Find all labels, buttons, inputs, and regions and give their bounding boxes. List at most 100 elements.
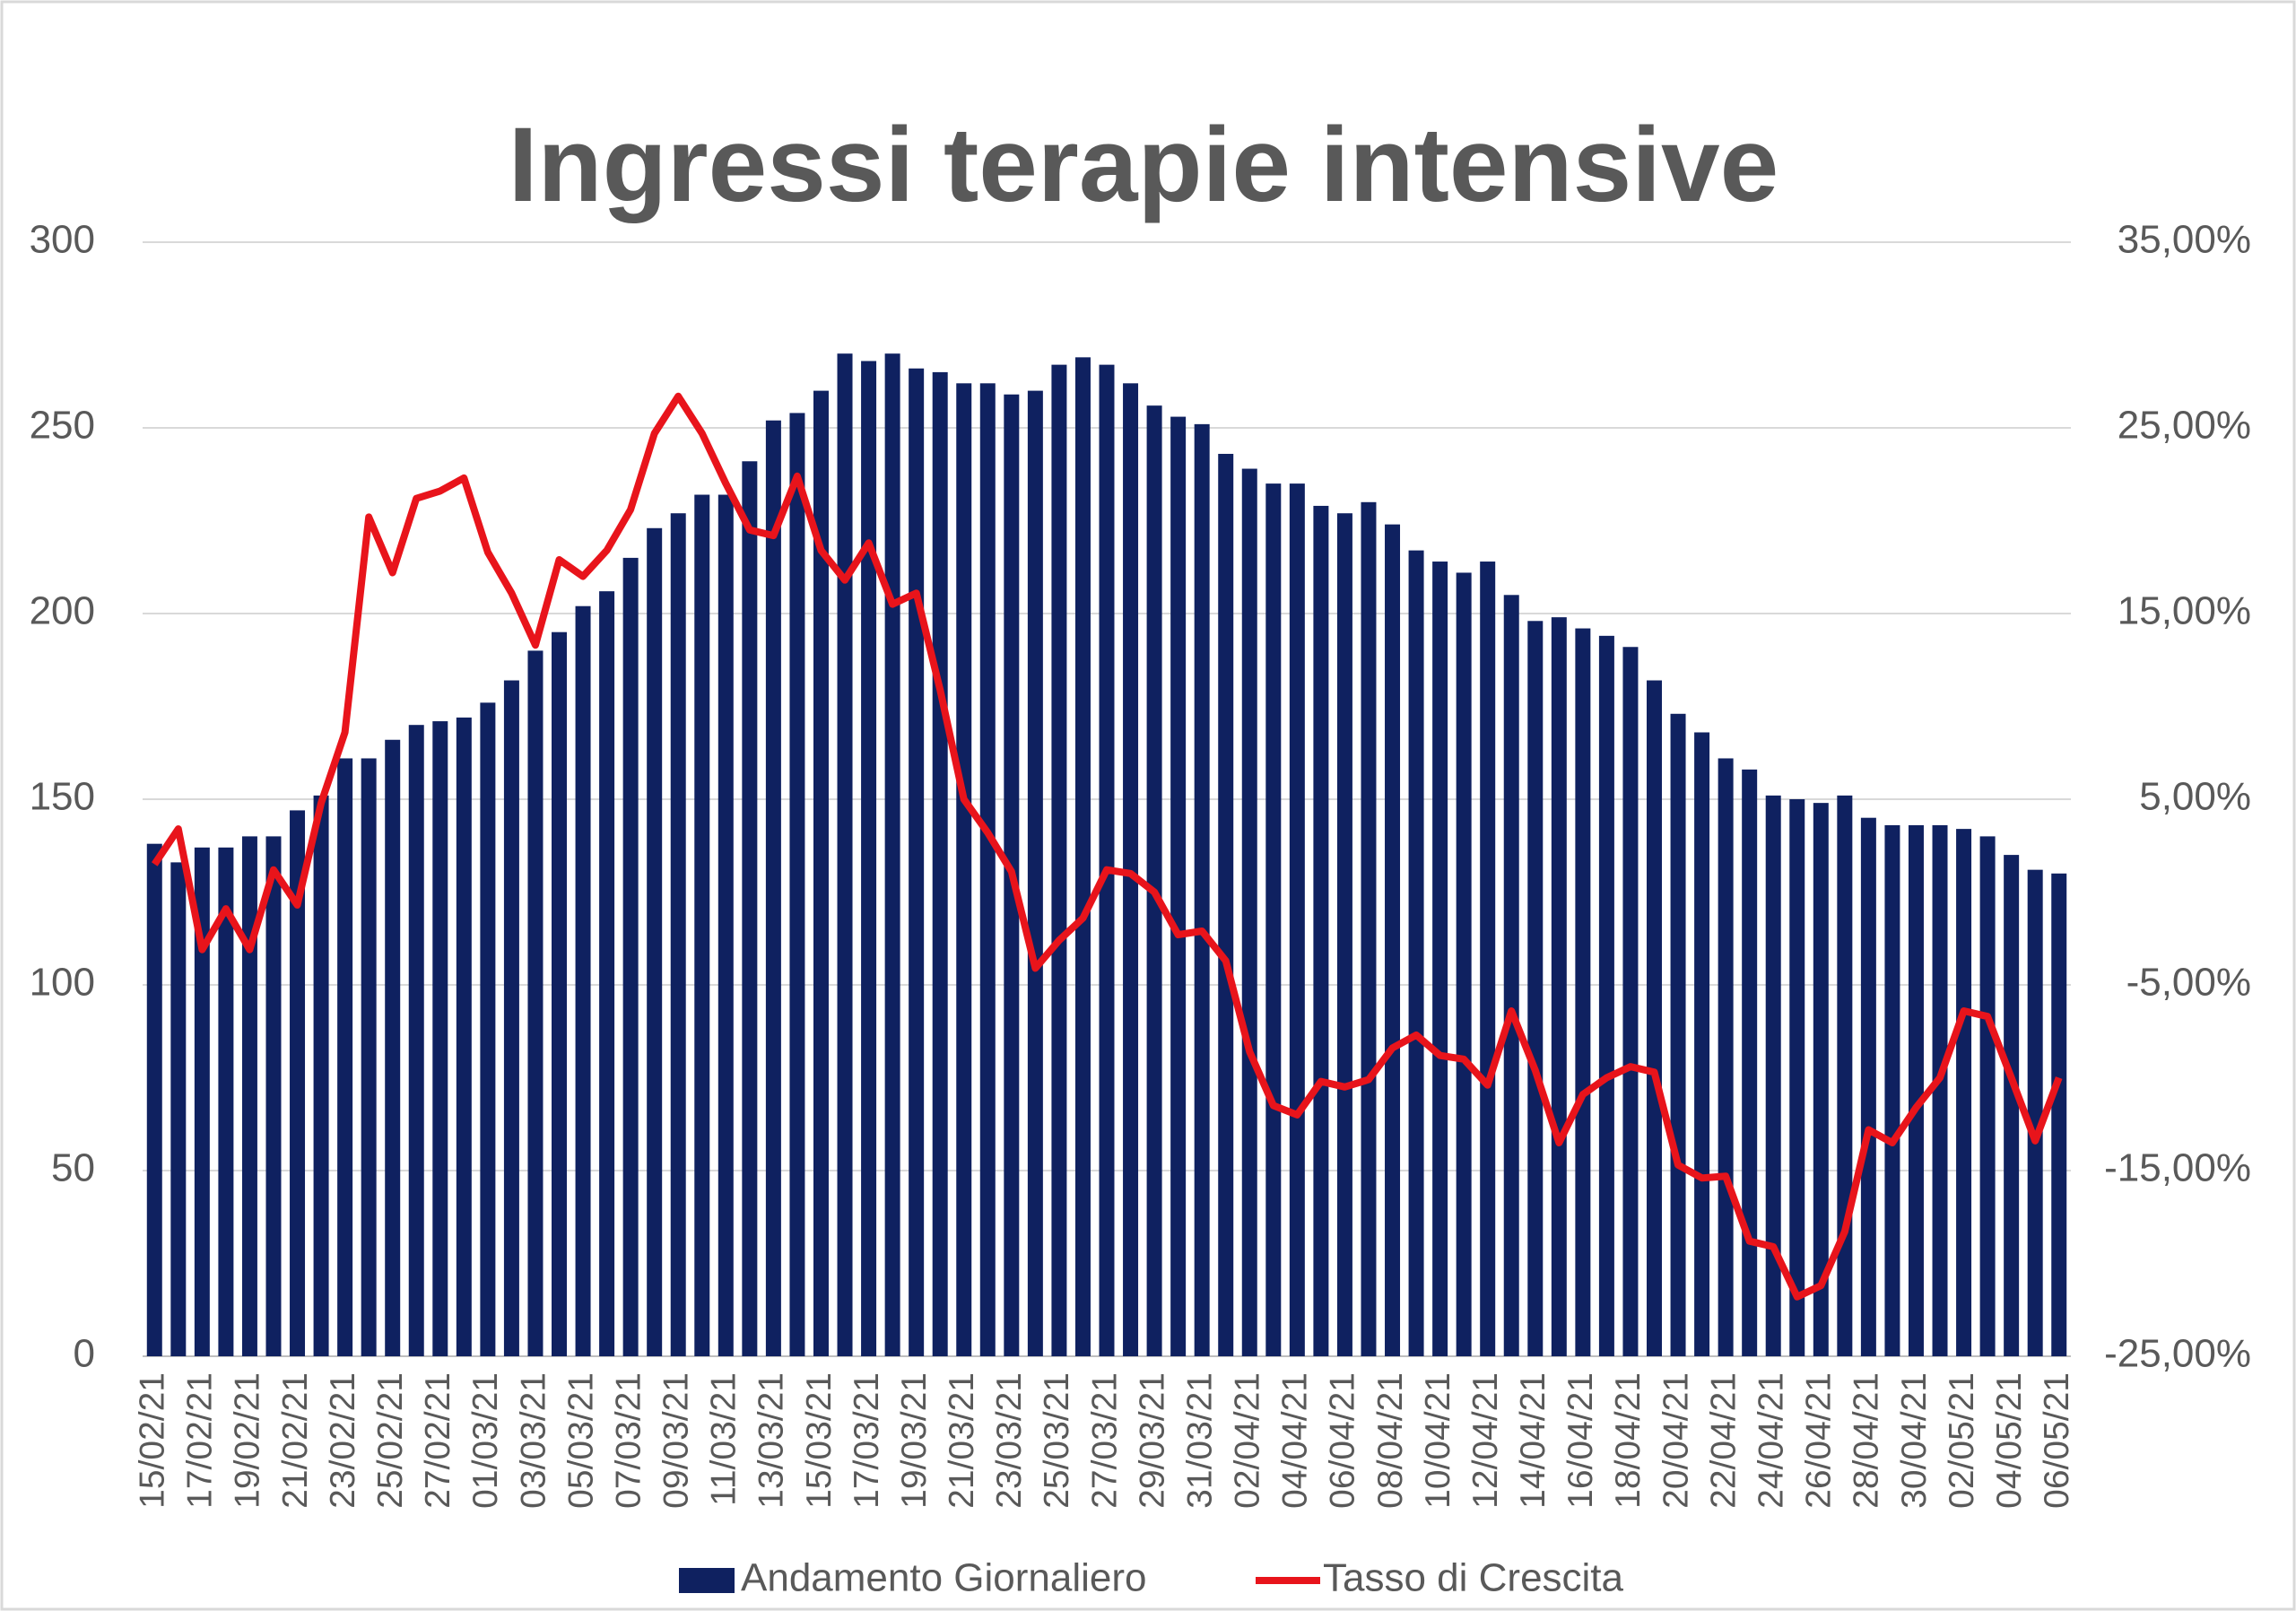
x-tick-label: 15/02/21 bbox=[134, 1372, 172, 1509]
bar bbox=[1432, 562, 1448, 1356]
bar bbox=[647, 527, 663, 1356]
x-tick-label: 12/04/21 bbox=[1466, 1372, 1505, 1509]
x-tick-label: 17/02/21 bbox=[181, 1372, 220, 1509]
bar bbox=[480, 702, 496, 1356]
x-tick-label: 25/03/21 bbox=[1038, 1372, 1076, 1509]
bar bbox=[552, 631, 567, 1356]
bar bbox=[1456, 572, 1472, 1356]
bar bbox=[1218, 453, 1234, 1357]
bar bbox=[1789, 799, 1805, 1356]
bar bbox=[218, 847, 234, 1356]
bar bbox=[241, 836, 257, 1356]
x-tick-label: 11/03/21 bbox=[705, 1372, 744, 1506]
bar bbox=[742, 461, 758, 1356]
bar bbox=[599, 591, 615, 1356]
x-tick-label: 21/03/21 bbox=[943, 1372, 981, 1509]
bar bbox=[290, 810, 306, 1356]
legend-swatch bbox=[679, 1568, 735, 1593]
x-tick-label: 13/03/21 bbox=[752, 1372, 791, 1509]
legend-label: Tasso di Crescita bbox=[1323, 1556, 1624, 1600]
y-tick-label: 100 bbox=[30, 961, 95, 1005]
x-tick-label: 08/04/21 bbox=[1371, 1372, 1410, 1509]
y-tick-label: 300 bbox=[30, 218, 95, 262]
bar bbox=[1385, 524, 1401, 1356]
legend-label: Andamento Giornaliero bbox=[741, 1556, 1146, 1600]
bar bbox=[1908, 824, 1924, 1356]
bar bbox=[979, 383, 996, 1356]
bar bbox=[1647, 680, 1662, 1356]
y-tick-label: 250 bbox=[30, 404, 95, 448]
x-tick-label: 09/03/21 bbox=[657, 1372, 696, 1509]
x-tick-label: 01/03/21 bbox=[466, 1372, 505, 1509]
bar bbox=[2004, 855, 2020, 1356]
bar bbox=[1123, 383, 1139, 1356]
bar bbox=[956, 383, 972, 1356]
bar bbox=[456, 717, 472, 1356]
line bbox=[151, 392, 2063, 1301]
bar bbox=[1527, 621, 1544, 1356]
bar bbox=[837, 353, 853, 1357]
bar bbox=[1694, 732, 1710, 1356]
y-tick-label: 150 bbox=[30, 775, 95, 819]
bar bbox=[1241, 468, 1257, 1356]
chart-title: Ingressi terapie intensive bbox=[509, 106, 1779, 224]
y-tick-label: 200 bbox=[30, 589, 95, 633]
bar bbox=[1074, 357, 1091, 1357]
bar bbox=[1860, 817, 1876, 1356]
bar bbox=[1598, 635, 1614, 1356]
bar bbox=[385, 739, 401, 1356]
x-tick-label: 06/05/21 bbox=[2038, 1372, 2076, 1509]
y2-tick-label: -5,00% bbox=[2126, 961, 2251, 1005]
x-tick-label: 19/02/21 bbox=[229, 1372, 267, 1509]
bar bbox=[527, 650, 544, 1356]
bar bbox=[194, 847, 210, 1356]
bar bbox=[1956, 829, 1972, 1356]
x-tick-label: 31/03/21 bbox=[1180, 1372, 1219, 1509]
bar bbox=[2051, 873, 2067, 1356]
bar bbox=[1099, 364, 1115, 1356]
bar bbox=[718, 494, 734, 1356]
bar bbox=[622, 557, 639, 1356]
bar bbox=[765, 420, 781, 1357]
bar bbox=[146, 843, 162, 1356]
bar bbox=[670, 513, 686, 1356]
x-tick-label: 23/02/21 bbox=[324, 1372, 362, 1509]
y-tick-label: 50 bbox=[51, 1146, 95, 1190]
bar bbox=[1979, 836, 1996, 1356]
bar bbox=[1146, 405, 1162, 1356]
y2-tick-label: 5,00% bbox=[2139, 775, 2251, 819]
bar bbox=[1884, 824, 1900, 1356]
bar bbox=[813, 390, 829, 1357]
bar bbox=[1765, 795, 1781, 1356]
bar bbox=[1622, 647, 1639, 1356]
bar bbox=[789, 413, 805, 1357]
y2-tick-label: -15,00% bbox=[2104, 1146, 2251, 1190]
bar bbox=[1718, 758, 1734, 1356]
bar bbox=[1289, 483, 1305, 1356]
bar bbox=[1575, 628, 1591, 1356]
x-tick-label: 16/04/21 bbox=[1561, 1372, 1600, 1509]
bar bbox=[265, 836, 282, 1356]
x-tick-label: 18/04/21 bbox=[1609, 1372, 1648, 1509]
bar bbox=[1408, 550, 1424, 1356]
bar bbox=[575, 605, 591, 1356]
bar bbox=[432, 721, 448, 1356]
x-tick-label: 22/04/21 bbox=[1704, 1372, 1743, 1509]
bar bbox=[861, 361, 877, 1357]
bar bbox=[1742, 769, 1758, 1356]
bar bbox=[361, 758, 377, 1356]
x-tick-label: 15/03/21 bbox=[800, 1372, 839, 1509]
bar bbox=[884, 353, 900, 1357]
x-tick-label: 17/03/21 bbox=[848, 1372, 886, 1509]
bar bbox=[337, 758, 353, 1356]
x-tick-label: 02/05/21 bbox=[1943, 1372, 1981, 1509]
x-tick-label: 26/04/21 bbox=[1800, 1372, 1839, 1509]
bar bbox=[1313, 505, 1329, 1356]
bar bbox=[1480, 562, 1496, 1356]
bar bbox=[170, 862, 187, 1356]
bar bbox=[1194, 423, 1210, 1356]
x-tick-label: 23/03/21 bbox=[990, 1372, 1029, 1509]
x-tick-label: 04/04/21 bbox=[1276, 1372, 1315, 1509]
x-tick-label: 25/02/21 bbox=[371, 1372, 410, 1509]
